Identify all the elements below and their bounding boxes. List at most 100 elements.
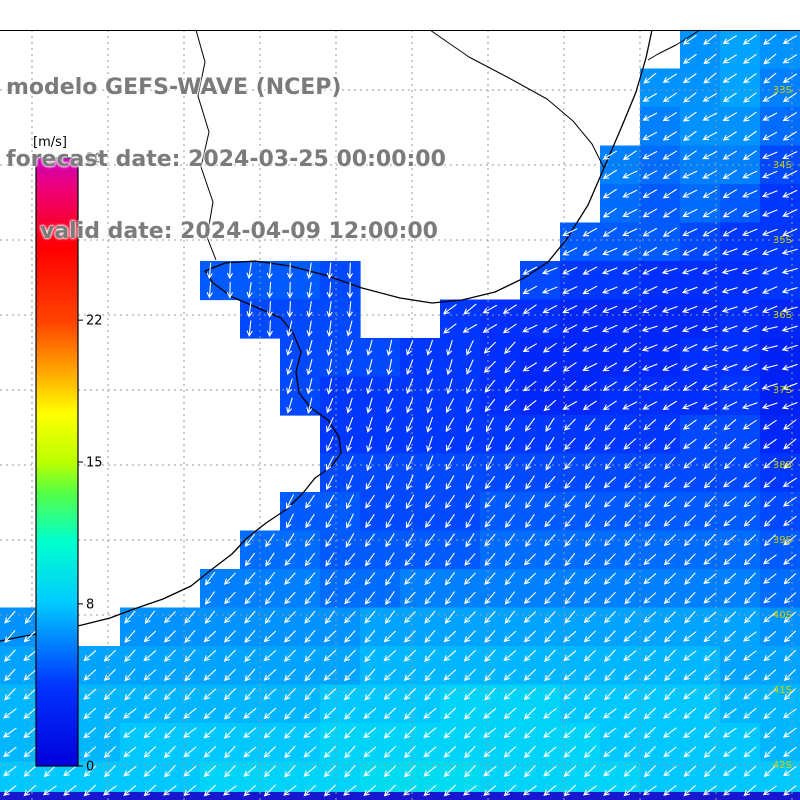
speed-cell: [400, 338, 441, 378]
latitude-label: 39S: [773, 535, 792, 546]
speed-cell: [520, 299, 561, 339]
speed-cell: [560, 299, 601, 339]
speed-cell: [600, 261, 641, 301]
arrow-row: [206, 262, 798, 299]
speed-cell: [760, 107, 800, 147]
speed-cell: [280, 338, 321, 378]
country-border: [429, 29, 605, 169]
arrow-row: [246, 301, 798, 338]
speed-cell: [320, 530, 361, 570]
bottom-axis-band: [0, 792, 800, 800]
speed-cell: [200, 261, 241, 301]
arrow-row: [244, 533, 797, 567]
speed-cell: [640, 261, 681, 301]
speed-cell: [640, 222, 681, 262]
speed-cell: [360, 492, 401, 532]
arrow-row: [682, 34, 797, 65]
latitude-label: 37S: [773, 385, 792, 396]
speed-cell: [680, 184, 721, 224]
graticule: [0, 30, 800, 800]
country-border: [195, 29, 217, 261]
arrow-row: [325, 455, 797, 491]
speed-cell: [520, 492, 561, 532]
arrow-row: [286, 339, 798, 376]
speed-cell: [680, 261, 721, 301]
speed-cell: [280, 299, 321, 339]
latitude-label: 42S: [773, 760, 792, 771]
valid-date: valid date: 2024-04-09 12:00:00: [40, 219, 438, 244]
speed-cell: [240, 261, 281, 301]
arrow-row: [602, 188, 798, 218]
colorbar-unit-label: [m/s]: [33, 135, 67, 150]
model-title: modelo GEFS-WAVE (NCEP): [6, 75, 342, 100]
speed-cell: [640, 299, 681, 339]
speed-cell: [640, 338, 681, 378]
speed-cell: [720, 184, 761, 224]
speed-cell: [440, 530, 481, 570]
colorbar-tick-label: 22: [86, 314, 103, 329]
speed-cell: [360, 376, 401, 416]
arrow-row: [3, 687, 797, 720]
speed-cell: [560, 376, 601, 416]
speed-cell: [560, 222, 601, 262]
speed-cell: [320, 569, 361, 609]
direction-arrows: [2, 34, 798, 797]
speed-cell: [360, 415, 401, 455]
speed-cell: [320, 299, 361, 339]
arrow-row: [2, 726, 797, 759]
speed-cell: [720, 299, 761, 339]
speed-cell: [640, 68, 681, 108]
speed-cell: [320, 338, 361, 378]
latitude-label: 41S: [773, 685, 792, 696]
arrow-row: [286, 378, 798, 414]
speed-cell: [760, 299, 800, 339]
speed-cell: [440, 338, 481, 378]
latitude-label: 36S: [773, 310, 792, 321]
speed-cell: [720, 261, 761, 301]
speed-cell: [640, 184, 681, 224]
speed-cell: [640, 107, 681, 147]
speed-cell: [600, 299, 641, 339]
speed-cell: [400, 453, 441, 493]
colorbar-tick-label: 8: [86, 597, 94, 612]
speed-cell: [680, 299, 721, 339]
arrow-row: [4, 649, 796, 682]
arrow-row: [562, 227, 798, 256]
speed-cell: [720, 338, 761, 378]
arrow-row: [642, 72, 797, 103]
colorbar-tick-label: 15: [86, 456, 103, 471]
arrow-row: [4, 610, 797, 644]
latitude-label: 40S: [773, 610, 792, 621]
latitude-label: 35S: [773, 235, 792, 246]
speed-cell: [600, 222, 641, 262]
arrow-row: [285, 494, 797, 529]
forecast-date: forecast date: 2024-03-25 00:00:00: [6, 147, 446, 172]
arrow-row: [602, 150, 798, 180]
speed-cell: [760, 184, 800, 224]
arrow-row: [326, 416, 797, 453]
country-border: [647, 29, 701, 61]
speed-cell: [520, 453, 561, 493]
speed-cell: [360, 338, 401, 378]
speed-cell: [640, 376, 681, 416]
speed-cell: [320, 376, 361, 416]
coastline: [0, 29, 653, 642]
speed-cell: [760, 338, 800, 378]
speed-cell: [760, 261, 800, 301]
colorbar-gradient: [35, 157, 79, 767]
colorbar-tick-label: 0: [86, 760, 94, 775]
latitude-label: 34S: [773, 160, 792, 171]
speed-cell: [680, 222, 721, 262]
speed-cell: [440, 492, 481, 532]
speed-cell: [680, 376, 721, 416]
speed-cell: [720, 222, 761, 262]
arrow-row: [3, 765, 797, 797]
figure-header: modelo GEFS-WAVE (NCEP) forecast date: 2…: [6, 28, 446, 292]
speed-cell: [600, 338, 641, 378]
speed-cell: [680, 338, 721, 378]
latitude-label: 33S: [773, 85, 792, 96]
latitude-label: 38S: [773, 460, 792, 471]
arrow-row: [204, 571, 797, 606]
